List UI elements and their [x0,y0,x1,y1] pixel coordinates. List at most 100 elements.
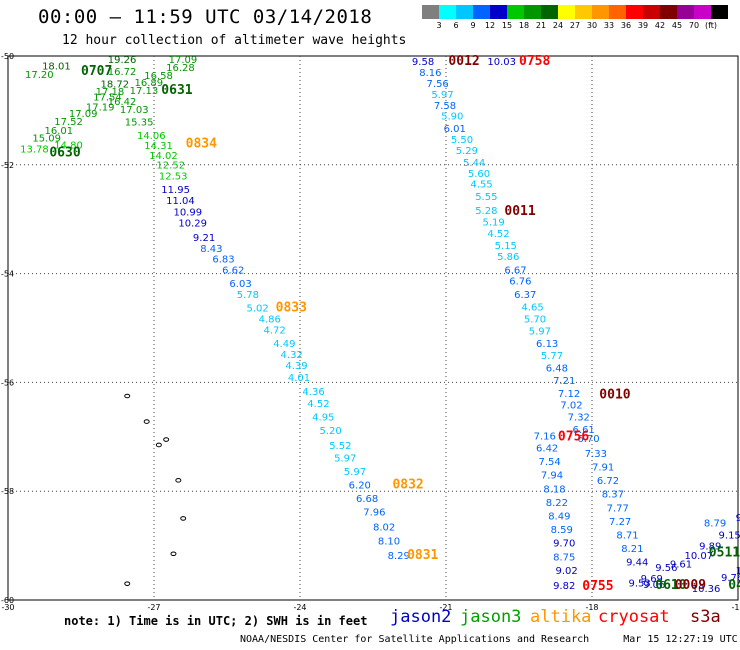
scale-swatch [643,5,660,19]
footer-credit: NOAA/NESDIS Center for Satellite Applica… [240,634,740,645]
pass-time-label: 0755 [582,579,613,594]
scale-label: 42 [654,21,666,30]
lat-tick-label: -56 [1,378,14,387]
swh-value-label: 8.49 [548,511,570,522]
swh-value-label: 7.77 [607,503,629,514]
swh-value-label: 7.02 [560,401,582,412]
swh-value-label: 8.18 [543,484,565,495]
scale-swatch [507,5,524,19]
scale-label: 12 [484,21,496,30]
swh-value-label: 10.07 [684,551,713,562]
lon-tick-label: -18 [585,603,598,612]
swh-value-label: 15.35 [125,118,154,129]
swh-value-label: 8.21 [621,544,643,555]
swh-value-label: 5.97 [334,453,356,464]
swh-value-label: 9.21 [193,233,215,244]
swh-value-label: 5.97 [344,467,366,478]
swh-value-label: 5.28 [475,206,497,217]
swh-value-label: 9.89 [699,541,721,552]
swh-value-label: 16.42 [108,97,137,108]
swh-value-label: 8.37 [602,490,624,501]
swh-value-label: 5.44 [463,158,485,169]
pass-time-label: 0707 [81,64,112,79]
page-title: 00:00 – 11:59 UTC 03/14/2018 [38,6,373,28]
legend-s3a: s3a [690,607,721,627]
swh-value-label: 6.62 [222,266,244,277]
scale-label: 70 [688,21,700,30]
swh-value-label: 4.52 [487,229,509,240]
scale-swatch [439,5,456,19]
swh-value-label: 8.43 [200,244,222,255]
pass-time-label: 0756 [558,430,589,445]
scale-swatch [711,5,728,19]
swh-value-label: 8.22 [546,498,568,509]
lat-tick-label: -58 [1,487,14,496]
lon-tick-label: -24 [293,603,306,612]
swh-value-label: 16.58 [144,71,173,82]
scale-label: 15 [501,21,513,30]
swh-value-label: 17.54 [93,93,122,104]
map-frame [7,55,739,601]
swh-value-label: 6.70 [577,434,599,445]
swh-value-label: 6.76 [509,276,531,287]
swh-value-label: 17.20 [25,70,54,81]
swh-value-label: 6.03 [229,279,251,290]
lat-tick-label: -54 [1,270,14,279]
swh-value-label: 5.50 [451,135,473,146]
swh-value-label: 8.16 [419,68,441,79]
swh-value-label: 10.2 [736,566,740,577]
footer-note: note: 1) Time is in UTC; 2) SWH is in fe… [64,614,368,628]
pass-time-label: 0610 [655,578,686,593]
pass-time-label: 0012 [448,54,479,69]
lat-tick-label: -50 [1,52,14,61]
island-outline [155,442,162,448]
swh-value-label: 10.29 [178,218,207,229]
swh-value-label: 9.57 [736,513,740,524]
lon-tick-label: -30 [1,603,14,612]
swh-value-label: 5.60 [468,169,490,180]
swh-value-label: 6.83 [212,255,234,266]
swh-value-label: 17.09 [69,109,98,120]
scale-swatch [626,5,643,19]
wave-height-map[interactable]: -30 -27 -24 -21 -18 -15 -50 -52 -54 -56 -58 -60 18.0… [0,48,740,613]
scale-label: 30 [586,21,598,30]
scale-swatch [422,5,439,19]
swh-value-label: 9.61 [670,559,692,570]
swh-value-label: 6.13 [536,339,558,350]
swh-value-label: 5.52 [329,441,351,452]
swh-value-label: 16.72 [108,67,137,78]
island-outline [175,478,182,483]
credit-agency: NOAA/NESDIS Center for Satellite Applica… [240,634,590,645]
pass-time-label: 0630 [49,146,80,161]
swh-value-label: 7.33 [585,449,607,460]
swh-value-label: 5.19 [483,218,505,229]
scale-swatch [473,5,490,19]
scale-label: 9 [470,21,476,30]
swh-value-label: 5.86 [497,252,519,263]
scale-label: 3 [436,21,442,30]
island-outline [163,437,170,442]
scale-label: 39 [637,21,649,30]
swh-value-label: 5.78 [237,290,259,301]
swh-value-label: 15.09 [32,133,61,144]
swh-value-label: 5.29 [456,146,478,157]
swh-value-label: 8.79 [704,519,726,530]
credit-timestamp: Mar 15 12:27:19 UTC 2018 [623,634,740,645]
swh-value-label: 18.72 [100,80,129,91]
swh-value-label: 9.53 [629,578,651,589]
swh-value-label: 16.89 [135,78,164,89]
swh-value-label: 14.02 [149,151,178,162]
scale-label: 33 [603,21,615,30]
swh-value-label: 14.31 [144,141,173,152]
scale-label: 24 [552,21,564,30]
scale-label: 45 [671,21,683,30]
swh-value-label: 16.01 [45,126,74,137]
swh-value-label: 4.01 [288,373,310,384]
scale-swatch [694,5,711,19]
swh-value-label: 8.29 [388,551,410,562]
scale-swatch [558,5,575,19]
scale-label: 36 [620,21,632,30]
swh-value-label: 9.56 [655,563,677,574]
swh-value-label: 7.58 [434,101,456,112]
swh-value-label: 6.72 [597,476,619,487]
